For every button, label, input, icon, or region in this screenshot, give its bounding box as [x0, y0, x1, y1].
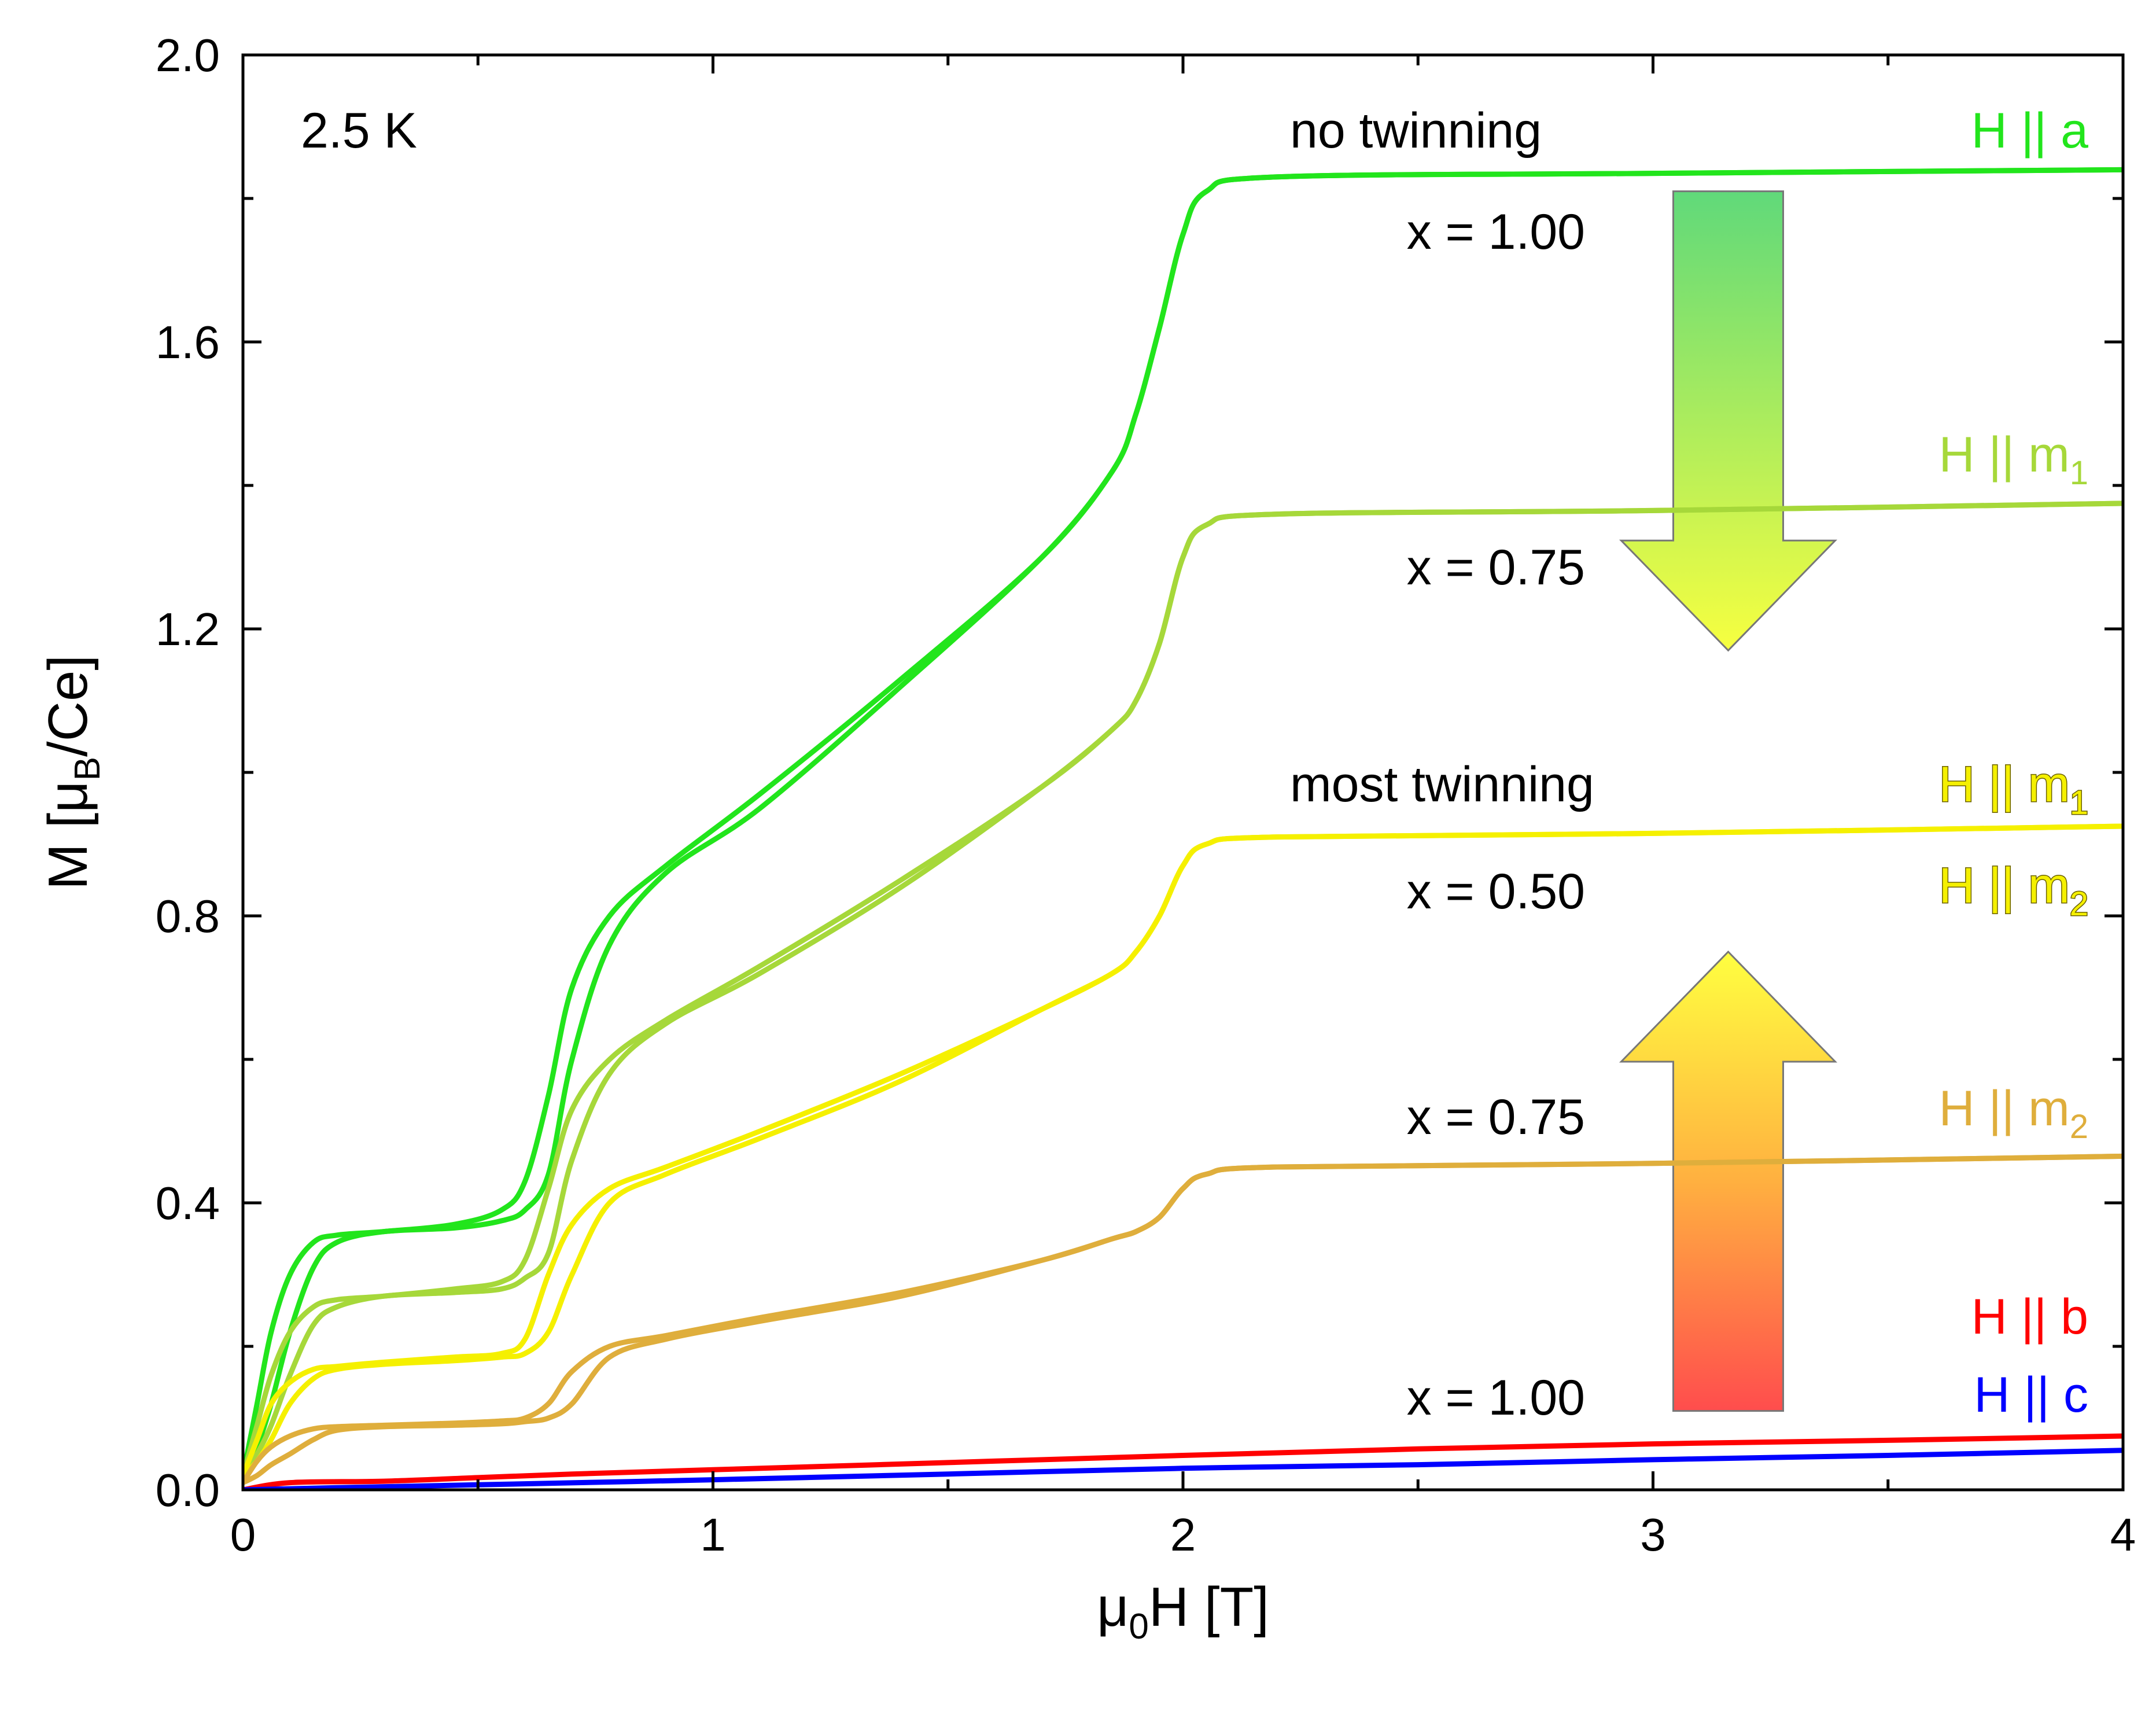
series-line-0-sweep2: [243, 167, 2123, 1478]
arrows-layer: [1619, 190, 1838, 1412]
series-label: H || m1: [1939, 757, 2088, 822]
x-tick-label: 1: [700, 1509, 726, 1560]
x-tick-label: 2: [1170, 1509, 1196, 1560]
x-075-bottom-label: x = 0.75: [1407, 1089, 1585, 1145]
x-tick-label: 3: [1640, 1509, 1666, 1560]
x-axis-title: μ0H [T]: [1097, 1576, 1269, 1647]
temperature-label: 2.5 K: [301, 103, 417, 159]
series-label: H || a: [1971, 103, 2089, 159]
y-tick-label: 0.0: [156, 1464, 220, 1516]
y-tick-label: 2.0: [156, 30, 220, 81]
curves-layer: [243, 167, 2123, 1490]
series-line-3-sweep2: [243, 1153, 2123, 1486]
y-axis-title: M [μB/Ce]: [37, 655, 108, 890]
x-075-top-label: x = 0.75: [1407, 540, 1585, 595]
series-line-3: [243, 1153, 2123, 1486]
x-100-top-label: x = 1.00: [1407, 204, 1585, 260]
series-label: H || c: [1974, 1367, 2088, 1423]
series-line-4: [243, 1433, 2123, 1490]
series-line-1: [243, 500, 2123, 1478]
series-line-2: [243, 823, 2123, 1478]
y-tick-label: 0.8: [156, 890, 220, 942]
x-100-bottom-label: x = 1.00: [1407, 1370, 1585, 1426]
series-line-2-sweep2: [243, 823, 2123, 1478]
plot-frame: [241, 53, 2125, 1492]
ticks-layer: [241, 53, 2125, 1492]
series-label: H || b: [1971, 1289, 2088, 1345]
x-050-label: x = 0.50: [1407, 864, 1585, 919]
series-label: H || m1: [1939, 427, 2088, 492]
twinning-arrow-down: [1619, 190, 1838, 652]
x-tick-label: 4: [2110, 1509, 2136, 1560]
twinning-arrow-up: [1619, 950, 1838, 1412]
series-line-1-sweep2: [243, 500, 2123, 1478]
y-tick-label: 0.4: [156, 1177, 220, 1229]
x-tick-label: 0: [230, 1509, 256, 1560]
series-labels: H || a H || m1 H || m1 H || m2 H || m2 H || b…: [1938, 103, 2089, 1423]
y-tick-label: 1.2: [156, 603, 220, 655]
series-label: H || m2: [1939, 858, 2088, 923]
no-twinning-label: no twinning: [1290, 103, 1542, 159]
most-twinning-label: most twinning: [1290, 757, 1594, 812]
x-tick-labels: 0 1 2 3 4: [230, 1509, 2136, 1560]
series-label: H || m2: [1939, 1081, 2088, 1146]
y-tick-label: 1.6: [156, 316, 220, 368]
y-tick-labels: 0.0 0.4 0.8 1.2 1.6 2.0: [156, 30, 220, 1516]
